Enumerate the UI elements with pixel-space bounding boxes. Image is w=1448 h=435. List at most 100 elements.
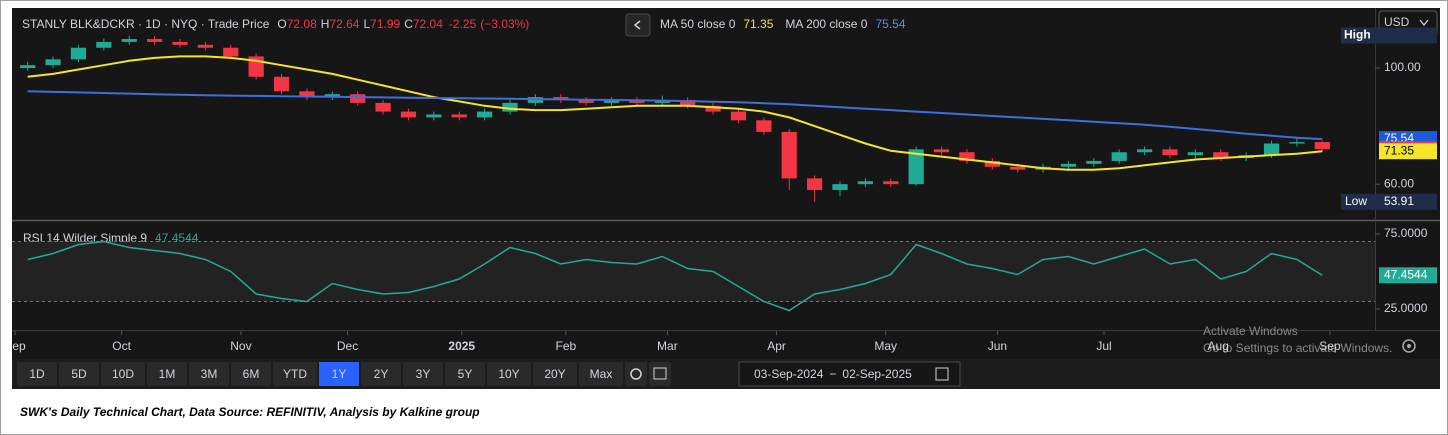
candle-body (70, 47, 87, 60)
h-label: H (321, 17, 330, 31)
range-label: 6M (243, 367, 260, 381)
y-tick-label: 100.00 (1384, 60, 1421, 74)
candle-body (502, 102, 518, 112)
candle-body (375, 102, 391, 112)
range-button[interactable] (189, 362, 229, 386)
candle-body (1111, 152, 1127, 161)
candle-body (477, 111, 493, 118)
candle-body (1314, 142, 1330, 150)
candle-body (223, 47, 239, 57)
ma-legend: MA 50 close 0 71.35 MA 200 close 0 75.54 (660, 17, 906, 31)
settings-icon (630, 368, 642, 380)
candle-body (273, 76, 290, 92)
candle-body (1263, 143, 1280, 156)
range-button[interactable] (403, 362, 443, 386)
header: STANLY BLK&DCKR · 1D · NYQ · Trade Price… (22, 17, 529, 31)
range-button[interactable] (361, 362, 401, 386)
candle-body (680, 99, 696, 106)
change: -2.25 (449, 17, 477, 31)
candle-body (705, 105, 721, 112)
calendar-icon (935, 367, 949, 381)
ma200-label: MA 200 close 0 (785, 17, 867, 31)
x-tick-label: Sep (4, 339, 26, 353)
candle-body (857, 181, 873, 185)
x-tick-label: Jul (1096, 339, 1111, 353)
low-tag (1341, 193, 1437, 210)
candle-body (1213, 152, 1229, 159)
date-date_sep: − (829, 367, 836, 381)
x-tick-label: May (874, 339, 897, 353)
range-button[interactable] (17, 362, 57, 386)
range-label: 2Y (374, 367, 389, 381)
range-label: Max (590, 367, 613, 381)
caption: SWK's Daily Technical Chart, Data Source… (20, 405, 480, 419)
ma50-value: 71.35 (743, 17, 773, 31)
range-button[interactable] (147, 362, 187, 386)
rsi-tag-label: 47.4544 (1384, 267, 1428, 281)
target-icon[interactable] (1402, 339, 1416, 353)
range-button[interactable] (487, 362, 531, 386)
ma-line (27, 90, 1323, 141)
candle-body (908, 149, 924, 185)
range-button[interactable] (319, 362, 359, 386)
settings-button[interactable] (625, 362, 647, 386)
range-button[interactable] (59, 362, 99, 386)
date-date_to: 02-Sep-2025 (842, 367, 912, 381)
rsi-line (27, 240, 1323, 312)
c-label: C (404, 17, 413, 31)
plot: Sep Oct Nov Dec 2025 Feb Mar Apr May Jun Jul Aug Sep (4, 35, 1375, 353)
candle-body (1010, 166, 1026, 170)
range-label: 1Y (332, 367, 347, 381)
x-tick-label: Aug (1208, 339, 1229, 353)
x-tick-label: Nov (230, 339, 251, 353)
range-button[interactable] (231, 362, 271, 386)
candle-body (832, 184, 848, 190)
candle-body (1060, 163, 1077, 167)
rsi-tick-label: 25.0000 (1384, 301, 1428, 315)
candle-body (324, 94, 340, 98)
ma200-value: 75.54 (875, 17, 905, 31)
range-button[interactable] (273, 362, 317, 386)
price-tag (1379, 143, 1437, 160)
candle-body (959, 152, 975, 161)
rsi-tick-label: 75.0000 (1384, 226, 1428, 240)
range-button[interactable] (445, 362, 485, 386)
x-tick-label: Mar (657, 339, 678, 353)
high-tag (1341, 27, 1437, 44)
ma-line (27, 55, 1323, 171)
date-range[interactable] (738, 361, 961, 387)
candle-body (451, 114, 467, 118)
currency: USD (1384, 15, 1410, 29)
candle-body (603, 99, 620, 103)
ma50-label: MA 50 close 0 (660, 17, 736, 31)
candle-body (96, 41, 112, 48)
table-button[interactable] (649, 362, 671, 386)
symbol: STANLY BLK&DCKR · 1D · NYQ · Trade Price (22, 17, 270, 31)
candle-body (121, 39, 137, 42)
range-label: 10Y (498, 367, 519, 381)
candle-body (629, 99, 645, 103)
low-label: Low (1345, 194, 1367, 208)
rsi-tag (1379, 267, 1437, 284)
candle-body (350, 94, 366, 103)
candle-body (20, 65, 36, 69)
range-label: 1D (29, 367, 45, 381)
range-button[interactable] (101, 362, 145, 386)
rsi-band-fill (12, 241, 1375, 302)
candle-body (45, 59, 61, 66)
range-label: 5Y (458, 367, 473, 381)
low: 71.99 (370, 17, 400, 31)
target-dot (1407, 344, 1411, 348)
candle-body (933, 149, 950, 153)
date-date_from: 03-Sep-2024 (754, 367, 824, 381)
range-label: 20Y (544, 367, 565, 381)
collapse-button[interactable] (625, 13, 651, 37)
date-range-text: 03-Sep-2024−02-Sep-2025 (754, 367, 912, 381)
high-label: High (1344, 28, 1371, 42)
o-label: O (277, 17, 286, 31)
candle-body (730, 111, 747, 121)
high: 72.64 (329, 17, 359, 31)
range-button[interactable] (533, 362, 577, 386)
l-label: L (363, 17, 370, 31)
range-button[interactable] (579, 362, 623, 386)
